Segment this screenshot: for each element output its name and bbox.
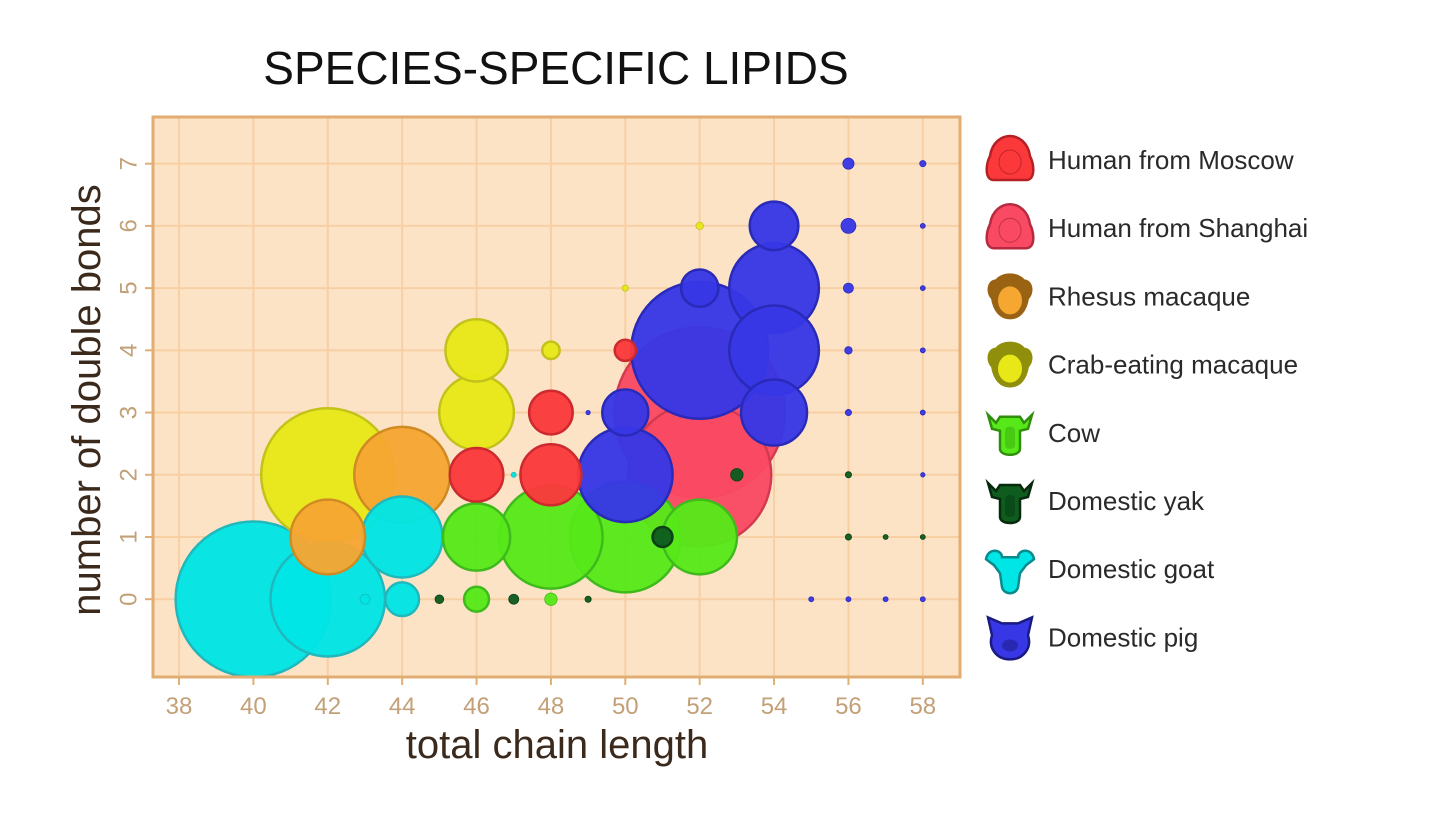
x-axis-label: total chain length (406, 723, 708, 767)
y-tick-label: 2 (116, 468, 143, 481)
cow-icon (985, 410, 1035, 457)
bubble-layer (174, 157, 927, 677)
x-tick-label: 54 (761, 693, 788, 720)
bubble-yak (508, 593, 520, 605)
x-tick-label: 44 (389, 693, 416, 720)
plot-frame (151, 115, 962, 679)
bubble-crab-eating-macaque (695, 221, 704, 231)
legend-item: Human from Shanghai (985, 202, 1308, 250)
legend-item: Rhesus macaque (987, 273, 1250, 320)
bubble-pig (844, 346, 853, 355)
bubble-crab-eating-macaque (437, 373, 516, 452)
legend-item: Crab-eating macaque (987, 341, 1298, 388)
bubble-pig (844, 409, 852, 417)
legend-item: Domestic pig (986, 615, 1198, 661)
bubble-human-moscow (448, 446, 505, 503)
bubble-crab-eating-macaque (621, 284, 629, 292)
legend-label: Cow (1048, 418, 1100, 448)
legend-label: Rhesus macaque (1048, 281, 1250, 311)
legend-item: Cow (985, 410, 1100, 457)
bubble-pig (920, 472, 926, 478)
bubble-pig (919, 222, 926, 229)
x-tick-label: 50 (612, 693, 639, 720)
bubble-cow (462, 585, 491, 613)
y-tick-label: 6 (116, 219, 143, 232)
bubble-rhesus-macaque (289, 498, 367, 576)
legend: Human from Moscow Human from Shanghai Rhes… (984, 134, 1308, 661)
chart-title: SPECIES-SPECIFIC LIPIDS (263, 42, 848, 94)
y-tick-label: 7 (116, 157, 143, 170)
yak-icon (985, 478, 1035, 525)
bubble-yak (730, 468, 744, 482)
goat-icon (984, 549, 1036, 595)
bubble-pig (585, 409, 591, 416)
legend-label: Human from Shanghai (1048, 213, 1308, 243)
bubble-human-moscow (519, 443, 583, 507)
bubble-pig (748, 200, 800, 252)
legend-label: Domestic pig (1048, 622, 1198, 652)
bubble-yak (651, 525, 674, 549)
bubble-pig (919, 409, 926, 416)
bubble-pig (739, 378, 809, 447)
y-tick-label: 4 (116, 344, 143, 357)
crab-eating-macaque-icon (987, 341, 1033, 388)
bubble-yak (882, 534, 889, 540)
bubble-pig (845, 596, 852, 603)
bubble-yak (844, 471, 852, 479)
x-tick-label: 58 (909, 693, 936, 720)
x-tick-label: 42 (314, 693, 341, 720)
bubble-cow (441, 502, 512, 572)
legend-label: Human from Moscow (1048, 145, 1294, 175)
bubble-cow (544, 592, 558, 606)
bubble-yak (919, 534, 926, 540)
y-tick-label: 3 (116, 406, 143, 419)
bubble-yak (844, 533, 852, 541)
bubble-pig (601, 388, 650, 437)
legend-label: Domestic yak (1048, 486, 1205, 516)
bubble-pig (840, 218, 857, 234)
bubble-goat (384, 581, 421, 618)
x-tick-label: 40 (240, 693, 267, 720)
bubble-pig (576, 426, 674, 524)
bubble-goat (359, 593, 371, 605)
bubble-crab-eating-macaque (444, 317, 509, 383)
pig-icon (986, 615, 1034, 661)
y-tick-label: 1 (116, 530, 143, 543)
y-axis-label: number of double bonds (65, 184, 109, 615)
legend-item: Domestic goat (984, 549, 1215, 595)
bubble-pig (842, 157, 855, 170)
legend-item: Human from Moscow (985, 134, 1294, 182)
bubble-human-moscow (527, 389, 574, 436)
legend-item: Domestic yak (985, 478, 1205, 525)
x-tick-label: 48 (538, 693, 565, 720)
y-tick-label: 5 (116, 281, 143, 294)
bubble-crab-eating-macaque (540, 340, 561, 361)
bubble-pig (919, 596, 926, 603)
rhesus-macaque-icon (987, 273, 1033, 320)
bubble-goat (510, 471, 517, 478)
x-tick-label: 52 (686, 693, 713, 720)
bubble-pig (919, 347, 926, 354)
bubble-pig (919, 160, 927, 168)
legend-label: Crab-eating macaque (1048, 350, 1298, 380)
legend-label: Domestic goat (1048, 554, 1215, 584)
bubble-pig (679, 268, 720, 309)
bubble-pig (919, 285, 926, 292)
bubble-pig (843, 282, 854, 294)
bubble-goat (360, 495, 444, 579)
bubble-yak (584, 595, 592, 603)
human-shanghai-icon (985, 202, 1035, 250)
bubble-pig (808, 596, 815, 603)
bubble-pig (882, 596, 889, 603)
x-tick-label: 46 (463, 693, 490, 720)
y-tick-label: 0 (116, 593, 143, 606)
x-tick-label: 38 (166, 693, 193, 720)
human-moscow-icon (985, 134, 1035, 182)
bubble-yak (434, 594, 445, 604)
bubble-human-moscow (613, 338, 638, 363)
x-tick-label: 56 (835, 693, 862, 720)
